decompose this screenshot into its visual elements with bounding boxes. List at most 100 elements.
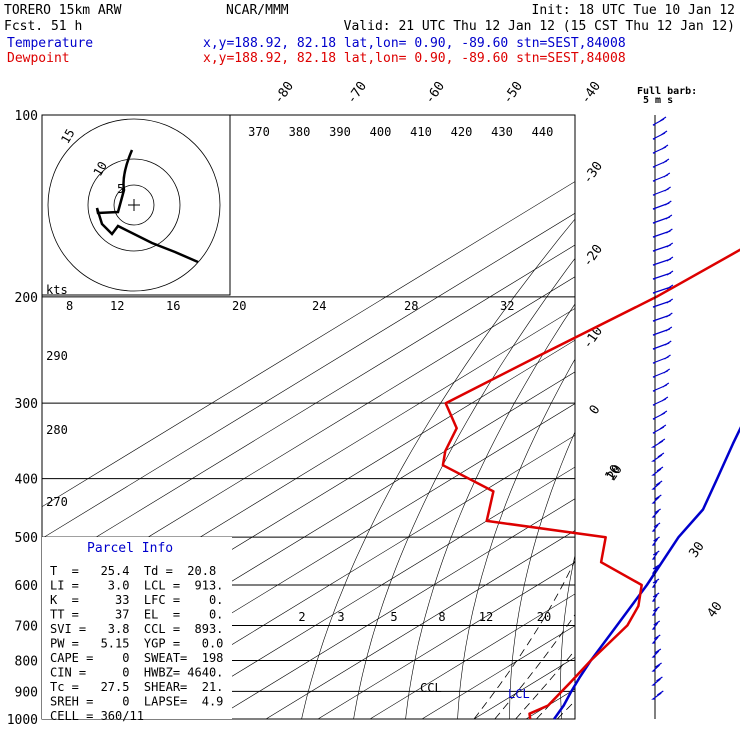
dry-adiabat [457,358,575,719]
pressure-tick-label: 200 [15,291,38,306]
isotherm-line [265,530,575,719]
wind-barb [651,676,663,686]
kts-scale: 8 12 16 20 24 28 32 [66,299,514,313]
dewpoint-profile [441,248,740,720]
barb-note-units: 5 m s [643,95,673,106]
parcel-row: Tc = 27.5 SHEAR= 21. [50,680,223,694]
wind-barb [652,214,673,224]
theta-label: 280 [46,423,68,437]
parcel-row: K = 33 LFC = 0. [50,593,223,607]
hodograph-ring-label: 15 [58,126,77,146]
isotherm-label: -80 [271,79,297,107]
dry-adiabat [658,115,740,719]
pressure-tick-label: 600 [15,579,38,594]
wind-barb [651,536,660,546]
ccl-label: CCL [420,681,442,695]
parcel-row: CIN = 0 HWBZ= 4640. [50,666,223,680]
isotherm-line [42,244,575,571]
isotherm-line [42,181,575,508]
wind-barb [651,522,661,532]
wind-barb [652,158,670,168]
wind-barb [652,228,673,238]
parcel-row: TT = 37 EL = 0. [50,608,223,622]
hodograph: 15 10 5 kts [41,114,231,297]
wind-barb [651,480,663,490]
isotherm-line [630,115,740,719]
hodograph-ring-label: 10 [91,159,110,179]
dry-adiabat [610,115,740,719]
wind-barb [651,466,664,476]
wind-barb [651,578,660,588]
theta-label: 370 [248,125,270,139]
theta-label: 410 [410,125,432,139]
isotherm-line [213,498,575,719]
wind-barb [652,424,667,434]
wind-barb [652,410,668,420]
isotherm-label: -30 [580,159,606,187]
theta-label: 420 [451,125,473,139]
wind-barb [652,116,667,126]
wind-barb [652,312,673,322]
mixing-ratio-label: 2 [298,610,305,624]
wind-barb [652,186,671,196]
wind-barb [651,620,661,630]
isotherm-line [109,434,575,719]
isotherm-line [525,688,575,719]
isotherm-line [42,276,575,603]
theta-label: 290 [46,349,68,363]
wind-barb [652,368,671,378]
wind-barb [651,550,660,560]
pressure-tick-label: 700 [15,619,38,634]
kts-label: 16 [166,299,180,313]
wind-barb [652,270,674,280]
pressure-tick-label: 500 [15,531,38,546]
isotherm-line [317,561,575,719]
mixing-ratio-label: 12 [479,610,493,624]
dry-adiabat [301,218,575,719]
mixing-ratio-label: 8 [438,610,445,624]
mixing-ratio-label: 3 [337,610,344,624]
parcel-row: CELL = 360/11 [50,709,144,723]
theta-label: 270 [46,495,68,509]
dry-adiabat [509,431,575,719]
wind-barb [651,452,665,462]
parcel-row: LI = 3.0 LCL = 913. [50,579,223,593]
hodograph-ring-15 [47,118,221,292]
dry-adiabat [353,257,575,719]
hodograph-ring-10 [87,158,181,252]
isotherm-line [682,115,740,719]
parcel-row: PW = 5.15 YGP = 0.0 [50,637,223,651]
org-label: NCAR/MMM [226,3,289,18]
kts-label: 28 [404,299,418,313]
wind-barb [652,298,674,308]
lcl-label: LCL [508,687,530,701]
forecast-hour: Fcst. 51 h [4,19,82,34]
wind-barb [651,606,660,616]
kts-label: 32 [500,299,514,313]
parcel-info-panel: Parcel Info T = 25.4 Td = 20.8LI = 3.0 L… [42,537,232,723]
pressure-tick-label: 800 [15,654,38,669]
dry-adiabat [704,115,740,719]
parcel-row: T = 25.4 Td = 20.8 [50,564,216,578]
moist-adiabat [536,677,575,719]
wind-barb [651,592,660,602]
wind-barbs [650,116,674,700]
wind-barb [652,382,670,392]
wind-barb [651,494,662,504]
theta-label: 440 [532,125,554,139]
wind-barb [651,648,662,658]
wind-barb [651,508,661,518]
parcel-title: Parcel Info [87,541,173,556]
temperature-location: x,y=188.92, 82.18 lat,lon= 0.90, -89.60 … [203,36,626,51]
wind-barb [651,564,660,574]
kts-label: 20 [232,299,246,313]
pressure-tick-label: 100 [15,109,38,124]
pressure-tick-label: 400 [15,473,38,488]
dry-adiabat [560,553,575,719]
wind-barb [652,354,671,364]
hodograph-ring-label: 5 [117,182,124,196]
theta-label: 430 [491,125,513,139]
theta-label: 400 [370,125,392,139]
init-time: Init: 18 UTC Tue 10 Jan 12 [532,3,736,18]
parcel-row: SVI = 3.8 CCL = 893. [50,622,223,636]
